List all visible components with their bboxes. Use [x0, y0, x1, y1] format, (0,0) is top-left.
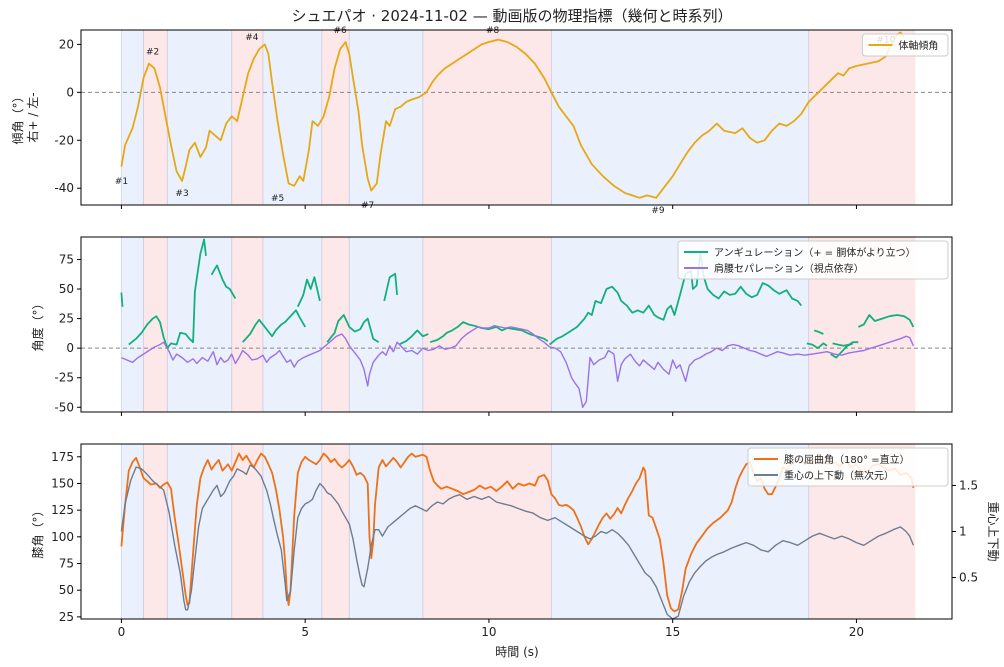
y-tick-label: 125	[51, 503, 74, 517]
y-tick-label: 100	[51, 530, 74, 544]
legend-box	[747, 447, 949, 487]
y-tick-label: 50	[59, 583, 74, 597]
phase-band-blue	[349, 237, 423, 412]
event-annotation: #5	[271, 194, 284, 204]
x-tick-label: 10	[481, 625, 496, 639]
phase-band-red	[422, 30, 552, 205]
y-tick-label: 50	[59, 282, 74, 296]
phase-band-blue	[167, 30, 232, 205]
y-tick-label: 175	[51, 450, 74, 464]
phase-band-red	[321, 444, 350, 619]
y-axis-label: 傾角（°）	[11, 90, 25, 144]
y-tick-label: -40	[54, 181, 74, 195]
event-annotation: #4	[245, 33, 259, 43]
legend-label: 重心の上下動（無次元）	[784, 469, 894, 482]
phase-band-red	[321, 237, 350, 412]
phase-band-red	[231, 237, 263, 412]
y-tick-label: -25	[54, 371, 74, 385]
phase-band-blue	[167, 444, 232, 619]
series-group	[120, 31, 905, 199]
phase-band-blue	[121, 30, 144, 205]
y-tick-label: 25	[59, 312, 74, 326]
x-tick-label: 15	[665, 625, 680, 639]
event-annotation: #8	[486, 26, 500, 36]
panel-3: 175 150 125 100 75 50 25 0 5 10 15 20 膝角（°） 1.5 1 0.5 重心…	[31, 443, 1000, 639]
panel-2: 75 50 25 0 -25 -50 角度（°） アンギュレーション（+ = 胴体がより立つ）…	[30, 236, 953, 416]
legend: 膝の屈曲角（180° =直立） 重心の上下動（無次元）	[747, 447, 949, 487]
y-tick-label: 0	[66, 85, 74, 99]
x-tick-label: 0	[118, 625, 126, 639]
series-group	[120, 238, 915, 408]
phase-band-blue	[551, 30, 809, 205]
axes-frame	[80, 443, 953, 620]
phase-band-blue	[349, 444, 423, 619]
phase-band-blue	[262, 237, 322, 412]
y-tick-label: 20	[59, 37, 74, 51]
y-tick-label: 150	[51, 476, 74, 490]
y-tick-label: 0	[66, 341, 74, 355]
x-tick-label: 20	[849, 625, 864, 639]
y2-tick-label: 1.5	[959, 478, 978, 492]
legend-label: 膝の屈曲角（180° =直立）	[784, 453, 910, 466]
phase-band-red	[321, 30, 350, 205]
phase-band-red	[231, 30, 263, 205]
y-tick-label: -20	[54, 133, 74, 147]
event-annotation: #9	[651, 206, 665, 216]
event-annotation: #3	[175, 189, 188, 199]
y-tick-label: 25	[59, 610, 74, 624]
y-tick-label: -50	[54, 400, 74, 414]
x-tick-label: 5	[301, 625, 309, 639]
y-axis-label: 膝角（°）	[31, 504, 45, 558]
phase-band-red	[808, 30, 916, 205]
series-line-1	[120, 31, 905, 199]
axes-frame	[80, 29, 953, 206]
legend-label: 肩腰セパレーション（視点依存）	[714, 262, 864, 275]
phase-band-blue	[167, 237, 232, 412]
y2-axis-label: 重心上下動	[986, 501, 1000, 561]
legend-label: 体軸傾角	[898, 39, 938, 52]
y2-tick-label: 1	[959, 525, 967, 539]
event-annotation: #6	[333, 26, 347, 36]
y2-tick-label: 0.5	[959, 571, 978, 585]
phase-band-red	[143, 444, 168, 619]
event-annotation: #2	[146, 48, 159, 58]
y-tick-label: 75	[59, 252, 74, 266]
phase-band-blue	[262, 30, 322, 205]
series-line-2	[120, 464, 915, 619]
event-annotation: #7	[361, 201, 374, 211]
phase-band-blue	[121, 237, 144, 412]
y-tick-label: 75	[59, 557, 74, 571]
phase-band-red	[143, 30, 168, 205]
phase-band-red	[422, 444, 552, 619]
phase-band-red	[422, 237, 552, 412]
phase-band-red	[143, 237, 168, 412]
event-annotation: #1	[115, 177, 128, 187]
legend-box	[677, 240, 949, 280]
series-line-2	[121, 325, 915, 408]
axes-frame	[80, 236, 953, 413]
legend: 体軸傾角	[861, 33, 949, 57]
x-axis-label: 時間 (s)	[495, 645, 538, 659]
legend-box	[861, 33, 949, 57]
legend: アンギュレーション（+ = 胴体がより立つ） 肩腰セパレーション（視点依存）	[677, 240, 949, 280]
y-axis-label-secondary: 右+ / 左-	[25, 92, 40, 142]
phase-band-blue	[349, 30, 423, 205]
chart-title: シュエパオ · 2024-11-02 — 動画版の物理指標（幾何と時系列）	[291, 7, 732, 25]
legend-label: アンギュレーション（+ = 胴体がより立つ）	[714, 246, 916, 259]
y-axis-label: 角度（°）	[30, 297, 45, 351]
